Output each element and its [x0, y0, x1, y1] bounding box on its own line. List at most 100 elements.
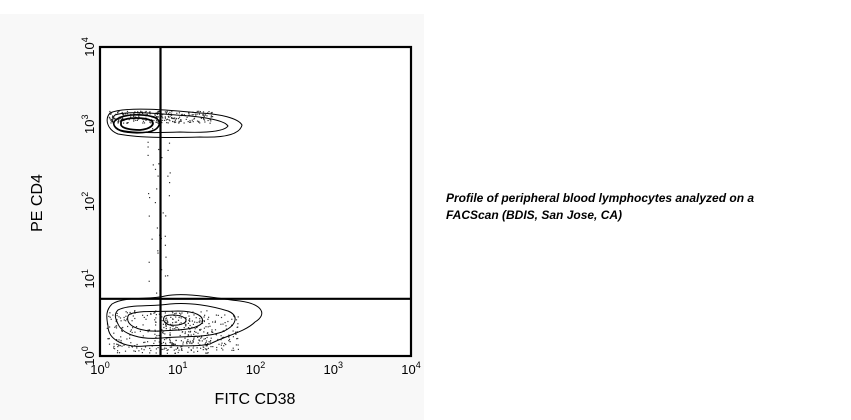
event-dot	[123, 122, 125, 124]
event-dot	[199, 329, 201, 331]
event-dot	[121, 118, 123, 120]
event-dot	[132, 327, 134, 329]
event-dot	[153, 119, 155, 122]
event-dot	[134, 116, 136, 118]
event-dot	[190, 342, 192, 344]
event-dot	[119, 317, 122, 319]
event-dot	[188, 315, 190, 317]
event-dot	[146, 113, 148, 115]
event-dot	[192, 340, 194, 342]
event-dot	[224, 342, 226, 345]
event-dot	[119, 345, 121, 347]
event-dot	[172, 312, 174, 314]
event-dot	[207, 112, 209, 114]
event-dot	[142, 122, 144, 124]
event-dot	[165, 320, 167, 322]
event-dot	[214, 329, 217, 331]
event-dot	[116, 312, 118, 315]
event-dot	[167, 115, 169, 117]
y-axis-title: PE CD4	[29, 174, 46, 232]
event-dot	[207, 119, 209, 122]
event-dot	[108, 117, 111, 119]
event-dot	[180, 340, 182, 342]
event-dot	[173, 121, 175, 123]
event-dot	[147, 146, 149, 148]
event-dot	[172, 322, 174, 324]
event-dot	[169, 323, 172, 325]
event-dot	[158, 341, 160, 343]
event-dot	[190, 349, 192, 351]
event-dot	[174, 121, 176, 124]
event-dot	[116, 352, 119, 354]
event-dot	[225, 328, 228, 330]
event-dot	[204, 114, 207, 116]
event-dot	[175, 312, 177, 314]
event-dot	[171, 114, 173, 116]
event-dot	[204, 314, 206, 316]
contour-neg-outer	[106, 294, 263, 347]
event-dot	[141, 111, 144, 113]
event-dot	[178, 117, 180, 120]
event-dot	[189, 114, 191, 116]
event-dot	[201, 322, 204, 324]
event-dot	[209, 325, 211, 327]
event-dot	[228, 336, 230, 338]
event-dot	[198, 121, 200, 123]
event-dot	[167, 275, 169, 277]
event-dot	[196, 110, 198, 112]
event-dot	[193, 118, 195, 120]
event-dot	[166, 118, 168, 120]
event-dot	[204, 338, 206, 340]
event-dot	[139, 113, 141, 115]
event-dot	[197, 332, 199, 334]
event-dot	[147, 154, 149, 156]
event-dot	[169, 327, 171, 329]
event-dot	[135, 326, 138, 328]
event-dot	[161, 116, 163, 118]
event-dot	[207, 332, 209, 334]
event-dot	[193, 337, 195, 339]
event-dot	[192, 341, 194, 343]
event-dot	[117, 346, 119, 348]
event-dot	[201, 336, 203, 338]
event-dot	[169, 342, 171, 344]
event-dot	[199, 111, 201, 113]
event-dot	[163, 339, 166, 341]
event-dot	[224, 322, 226, 324]
event-dot	[108, 338, 110, 340]
event-dot	[157, 347, 159, 349]
event-dot	[150, 349, 152, 352]
event-dot	[148, 261, 150, 263]
event-dot	[189, 320, 191, 322]
event-dot	[237, 348, 239, 350]
event-dot	[212, 331, 214, 333]
event-dot	[155, 324, 157, 326]
event-dot	[187, 341, 189, 343]
plot-frame	[98, 45, 413, 358]
event-dot	[152, 164, 154, 166]
event-dot	[195, 317, 197, 319]
event-dot	[180, 120, 182, 122]
event-dot	[206, 345, 208, 347]
event-dot	[212, 321, 214, 323]
event-dot	[113, 347, 115, 349]
event-dot	[122, 326, 124, 329]
event-dot	[125, 315, 127, 317]
event-dot	[120, 339, 122, 342]
event-dot	[164, 116, 166, 118]
event-dot	[235, 319, 238, 321]
event-dot	[157, 252, 159, 254]
event-dot	[145, 318, 147, 320]
event-dot	[196, 326, 198, 329]
event-dot	[189, 328, 191, 330]
event-dot	[162, 212, 164, 214]
event-dot	[179, 334, 181, 337]
event-dot	[133, 350, 135, 352]
event-dot	[166, 122, 168, 124]
event-dot	[158, 148, 160, 151]
event-dot	[109, 326, 111, 328]
event-dot	[154, 202, 156, 204]
event-dot	[231, 324, 233, 326]
event-dot	[130, 329, 132, 331]
event-dot	[209, 122, 211, 124]
